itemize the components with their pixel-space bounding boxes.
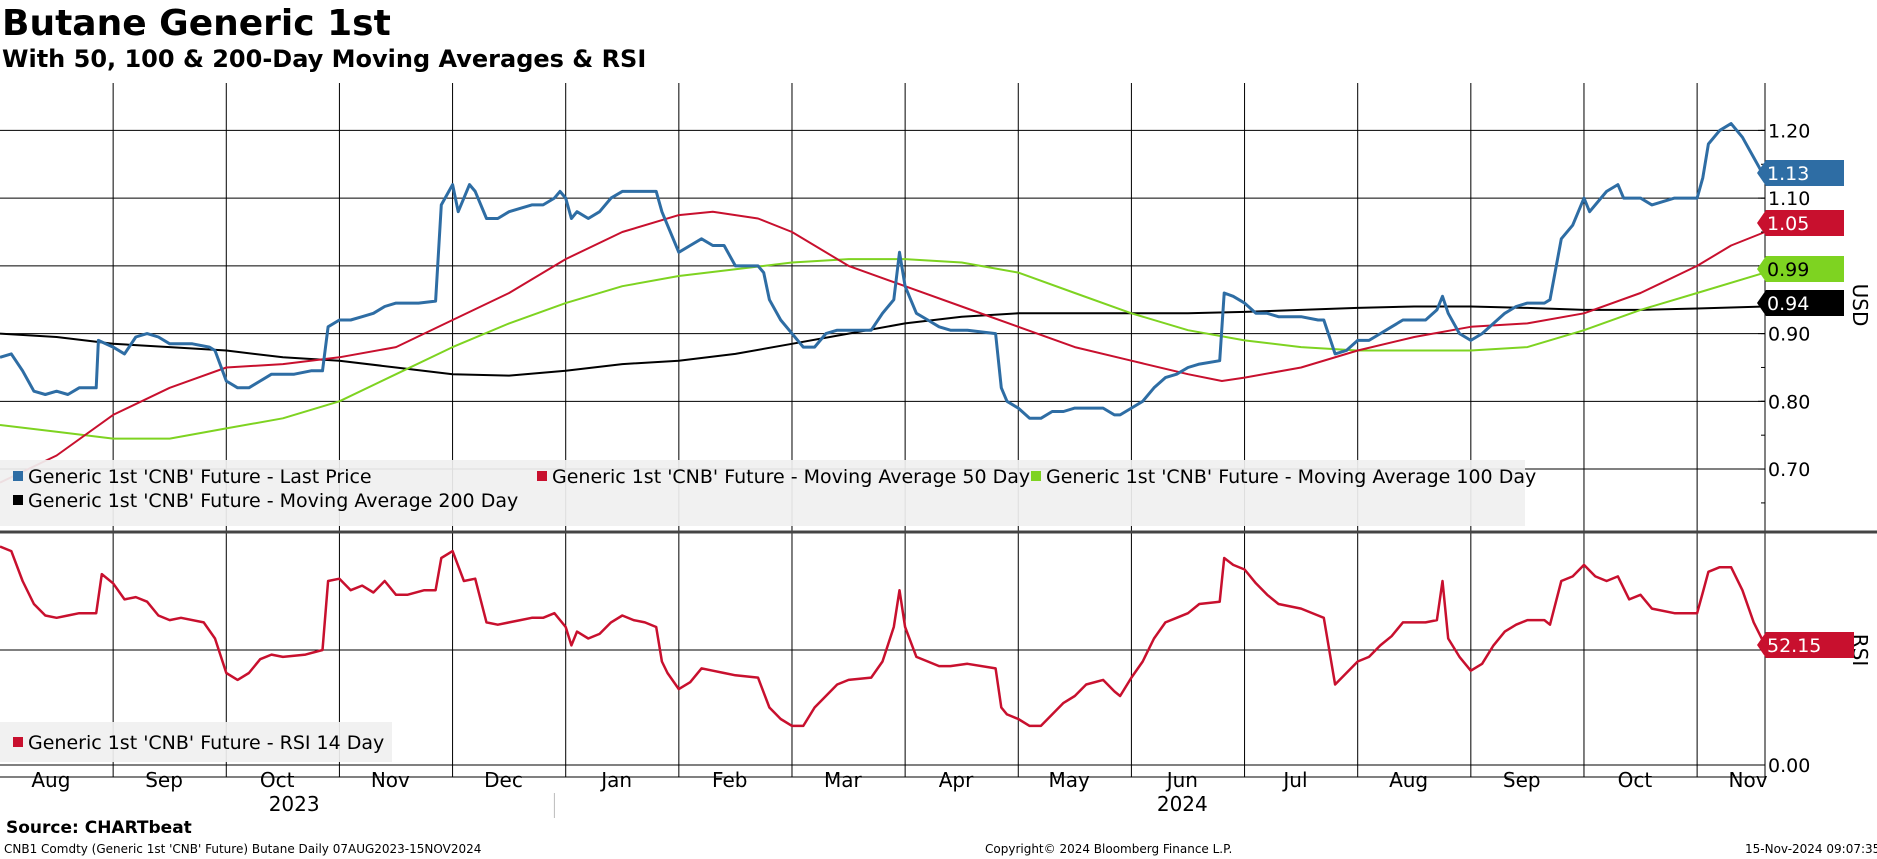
legend-swatch-ma50 — [537, 471, 547, 481]
x-month-label: Aug — [1389, 768, 1428, 792]
copyright: Copyright© 2024 Bloomberg Finance L.P. — [985, 842, 1233, 856]
axes-layer: 1.201.101.000.900.800.700.00AugSepOctNov… — [0, 83, 1877, 818]
timestamp: 15-Nov-2024 09:07:35 — [1745, 842, 1877, 856]
x-month-label: Nov — [371, 768, 410, 792]
series-line-ma200 — [0, 305, 1766, 377]
last-value-label-rsi: 52.15 — [1767, 635, 1821, 657]
legend-label-ma100: Generic 1st 'CNB' Future - Moving Averag… — [1046, 466, 1536, 488]
x-month-label: Oct — [1618, 768, 1653, 792]
series-line-last — [0, 122, 1767, 420]
last-value-badge-rsi — [1757, 632, 1854, 659]
x-month-label: Nov — [1729, 768, 1768, 792]
y-tick-label: 1.10 — [1768, 188, 1810, 210]
series-line-rsi — [0, 545, 1767, 728]
y-tick-label: 0.70 — [1768, 459, 1810, 481]
x-month-label: Dec — [484, 768, 523, 792]
legend-swatch-last — [13, 471, 23, 481]
chart-subtitle: With 50, 100 & 200-Day Moving Averages &… — [2, 45, 647, 73]
grid-lines — [0, 83, 1765, 777]
legend-swatch-rsi — [13, 737, 23, 747]
last-value-badge-ma100 — [1757, 256, 1844, 282]
x-year-label: 2023 — [269, 792, 320, 816]
last-value-badge-ma50 — [1757, 210, 1844, 236]
legend-background — [0, 722, 392, 762]
legend-label-rsi: Generic 1st 'CNB' Future - RSI 14 Day — [28, 732, 384, 754]
legend-swatch-ma200 — [13, 495, 23, 505]
x-year-label: 2024 — [1157, 792, 1208, 816]
x-month-label: Feb — [712, 768, 747, 792]
source-label: Source: CHARTbeat — [6, 818, 192, 838]
x-month-label: Aug — [31, 768, 70, 792]
x-month-label: Jul — [1281, 768, 1307, 792]
legend-label-ma200: Generic 1st 'CNB' Future - Moving Averag… — [28, 490, 518, 512]
x-month-label: Mar — [824, 768, 863, 792]
last-value-badge-last — [1757, 160, 1844, 186]
y-tick-label: 0.90 — [1768, 324, 1810, 346]
x-month-label: Apr — [939, 768, 974, 792]
y-tick-label: 1.20 — [1768, 120, 1810, 142]
chart-title: Butane Generic 1st — [2, 3, 391, 44]
legend-main: Generic 1st 'CNB' Future - Last Price Gen… — [0, 460, 1536, 526]
last-value-label-ma200: 0.94 — [1767, 293, 1809, 315]
series-layer — [0, 122, 1767, 728]
x-month-label: May — [1049, 768, 1091, 792]
ticker-info: CNB1 Comdty (Generic 1st 'CNB' Future) B… — [4, 842, 482, 856]
series-line-ma50 — [0, 210, 1766, 484]
series-line-ma100 — [0, 258, 1766, 440]
y-axis-title: USD — [1848, 284, 1872, 327]
last-value-badges: 1.13 1.05 0.99 0.94 52.15 — [1757, 160, 1854, 659]
legend-swatch-ma100 — [1031, 471, 1041, 481]
last-value-label-ma100: 0.99 — [1767, 259, 1809, 281]
x-month-label: Jun — [1165, 768, 1198, 792]
legend-label-last: Generic 1st 'CNB' Future - Last Price — [28, 466, 372, 488]
last-value-badge-ma200 — [1757, 290, 1844, 316]
legend-background — [0, 460, 1525, 526]
legend-rsi: Generic 1st 'CNB' Future - RSI 14 Day — [0, 722, 392, 762]
legend-label-ma50: Generic 1st 'CNB' Future - Moving Averag… — [552, 466, 1030, 488]
last-value-label-last: 1.13 — [1767, 163, 1809, 185]
x-month-label: Sep — [145, 768, 183, 792]
y-tick-label: 0.80 — [1768, 391, 1810, 413]
x-month-label: Oct — [260, 768, 295, 792]
rsi-tick-label: 0.00 — [1768, 755, 1810, 777]
x-month-label: Sep — [1503, 768, 1541, 792]
last-value-label-ma50: 1.05 — [1767, 213, 1809, 235]
x-month-label: Jan — [599, 768, 632, 792]
